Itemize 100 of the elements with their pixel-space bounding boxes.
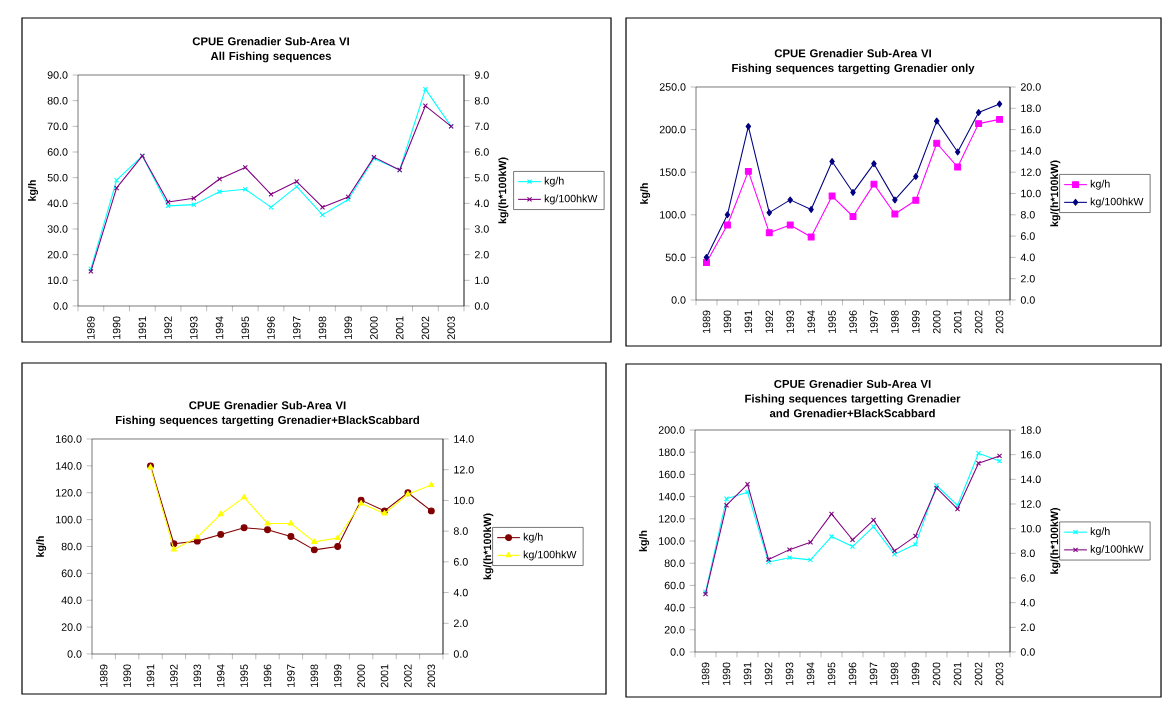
y2-axis-title: kg/(h*100kW) [498,157,509,224]
y2-tick-label: 5.0 [474,173,489,182]
x-tick-label: 2001 [395,316,404,340]
y-tick-label: 250.0 [659,83,686,91]
y-tick-label: 40.0 [61,596,82,605]
y2-tick-label: 0.0 [453,650,468,658]
chart-subtitle: Fishing sequences targetting Grenadier and Grenadier+BlackScabbard [745,394,961,418]
y2-tick-label: 12.0 [1021,168,1041,176]
y2-tick-label: 10.0 [1021,189,1041,198]
y-tick-label: 200.0 [659,125,686,134]
x-tick-label: 1998 [310,664,319,687]
y2-tick-label: 16.0 [1021,450,1041,459]
x-tick-label: 1999 [333,664,342,687]
x-tick-label: 1991 [146,664,155,687]
x-tick-label: 2002 [421,316,430,340]
y2-tick-label: 2.0 [453,619,468,628]
y2-tick-label: 2.0 [1020,623,1035,632]
y2-tick-label: 12.0 [454,465,474,474]
legend-label: kg/h [1090,179,1110,190]
y-tick-label: 80.0 [664,559,685,567]
y2-tick-label: 8.0 [474,96,489,105]
legend-label: kg/100hkW [544,194,598,205]
x-tick-label: 2003 [427,664,436,688]
y2-tick-label: 4.0 [1020,598,1035,607]
y-tick-label: 160.0 [56,435,82,443]
y-tick-label: 150.0 [660,168,686,176]
y2-tick-label: 0.0 [1020,296,1035,304]
y2-axis-title: kg/(h*100kW) [483,513,494,580]
y-tick-label: 0.0 [67,650,82,658]
legend-label: kg/h [1090,527,1110,538]
y-tick-label: 120.0 [659,515,685,523]
x-tick-label: 2001 [380,664,389,688]
legend-label: kg/h [523,532,543,543]
x-tick-label: 1991 [138,316,147,339]
y-tick-label: 70.0 [47,122,68,131]
y-tick-label: 20.0 [664,626,685,634]
y-tick-label: 120.0 [56,488,82,497]
x-tick-label: 2000 [932,310,941,334]
x-tick-label: 2002 [404,664,412,688]
y2-tick-label: 14.0 [454,435,474,443]
y2-tick-label: 6.0 [1020,232,1035,240]
chart-title: CPUE Grenadier Sub-Area VI [189,401,346,410]
x-tick-label: 1999 [912,310,920,333]
y2-tick-label: 9.0 [474,71,489,79]
y-axis-title: kg/h [36,536,47,557]
x-tick-label: 1991 [743,662,752,685]
y2-tick-label: 10.0 [454,496,474,505]
y2-tick-label: 8.0 [1020,211,1035,219]
x-tick-label: 1989 [702,310,711,333]
x-tick-label: 1991 [744,310,753,333]
y-tick-label: 90.0 [47,71,68,79]
chart-subtitle: Fishing sequences targetting Grenadier only [732,63,975,75]
y2-tick-label: 14.0 [1021,147,1041,155]
x-tick-label: 2000 [932,662,941,686]
x-tick-label: 1993 [190,316,198,339]
legend-label: kg/100hkW [1090,544,1144,555]
y-tick-label: 60.0 [61,569,82,578]
x-tick-label: 1996 [263,664,272,687]
x-tick-label: 2000 [357,664,365,688]
y2-tick-label: 20.0 [1020,83,1041,91]
y-tick-label: 50.0 [665,253,686,262]
x-tick-label: 1997 [287,664,295,687]
x-tick-label: 1997 [292,316,301,339]
y2-tick-label: 7.0 [474,122,489,131]
x-tick-label: 1997 [869,662,878,685]
x-tick-label: 1994 [806,662,815,685]
x-tick-label: 1992 [765,310,774,333]
y-tick-label: 200.0 [658,426,685,434]
y-tick-label: 80.0 [47,96,68,105]
x-tick-label: 1996 [849,310,857,333]
x-tick-label: 1999 [344,316,352,339]
y-tick-label: 60.0 [47,148,68,156]
x-tick-label: 2002 [974,662,983,686]
y-tick-label: 0.0 [53,302,68,310]
x-tick-label: 1989 [99,664,108,687]
x-tick-label: 1990 [722,662,731,685]
x-tick-label: 2001 [953,662,962,686]
x-tick-label: 1997 [870,310,878,333]
y-tick-label: 30.0 [47,225,68,233]
x-tick-label: 1994 [216,664,225,687]
x-tick-label: 1998 [318,316,327,339]
x-tick-label: 1989 [701,662,710,685]
x-tick-label: 1996 [267,316,275,339]
y2-tick-label: 1.0 [475,276,489,285]
x-tick-label: 2003 [995,662,1004,686]
y-tick-label: 100.0 [659,537,685,545]
y2-tick-label: 8.0 [453,527,468,535]
y2-tick-label: 8.0 [1020,549,1035,558]
chart-title: CPUE Grenadier Sub-Area VI [774,49,931,58]
legend-label: kg/100hkW [1090,197,1144,208]
y2-tick-label: 2.0 [1020,274,1035,283]
x-tick-label: 1995 [240,664,248,687]
x-tick-label: 1995 [241,316,250,339]
x-tick-label: 2001 [953,310,962,334]
y2-tick-label: 4.0 [474,199,489,208]
y-axis-title: kg/h [640,183,651,204]
x-tick-label: 1990 [112,316,121,339]
y-tick-label: 140.0 [56,462,82,470]
y2-tick-label: 3.0 [474,225,489,233]
y2-tick-label: 4.0 [453,588,468,597]
